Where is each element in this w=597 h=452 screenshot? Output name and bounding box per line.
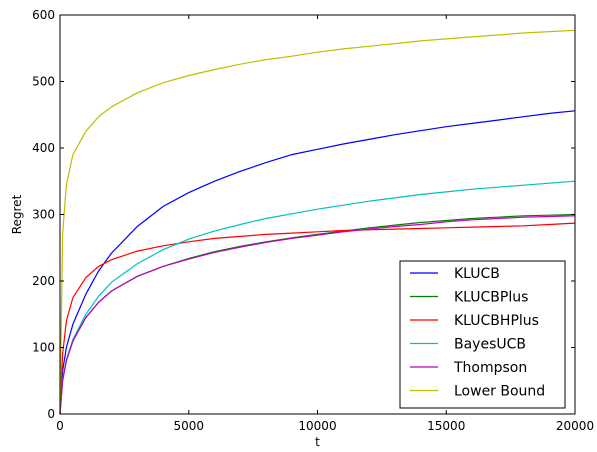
- legend-frame: [399, 260, 566, 409]
- x-tick-label: 10000: [298, 419, 336, 433]
- y-tick-label: 0: [47, 407, 55, 421]
- x-tick-label: 5000: [173, 419, 204, 433]
- x-tick-label: 20000: [556, 419, 594, 433]
- legend: KLUCB KLUCBPlus KLUCBHPlus BayesUCB Thompson…: [399, 260, 566, 409]
- x-tick-label: 15000: [427, 419, 465, 433]
- y-tick-label: 500: [32, 75, 55, 89]
- series-line-thompson: [59, 215, 576, 415]
- legend-entry-label: Lower Bound: [454, 384, 545, 400]
- y-tick-label: 100: [32, 341, 55, 355]
- legend-entry-label: BayesUCB: [454, 337, 526, 353]
- series-line-klucb: [59, 110, 576, 415]
- tick-layer: 0 5000 10000 15000 20000 0 100 200 300 400 500 600: [32, 8, 594, 433]
- x-tick-label: 0: [56, 419, 64, 433]
- series-layer: [59, 29, 576, 415]
- y-tick-label: 300: [32, 208, 55, 222]
- series-line-bayesucb: [59, 180, 576, 415]
- series-line-klucbhplus: [59, 222, 576, 415]
- x-axis-label: t: [315, 435, 320, 449]
- series-line-lower-bound: [59, 29, 576, 415]
- legend-entry-label: KLUCBHPlus: [454, 313, 539, 329]
- legend-entry-label: Thompson: [453, 360, 527, 376]
- y-tick-label: 200: [32, 274, 55, 288]
- y-tick-label: 400: [32, 141, 55, 155]
- legend-entry-label: KLUCBPlus: [454, 290, 528, 306]
- legend-entry-label: KLUCB: [454, 266, 500, 282]
- y-tick-label: 600: [32, 8, 55, 22]
- y-axis-label: Regret: [10, 194, 24, 234]
